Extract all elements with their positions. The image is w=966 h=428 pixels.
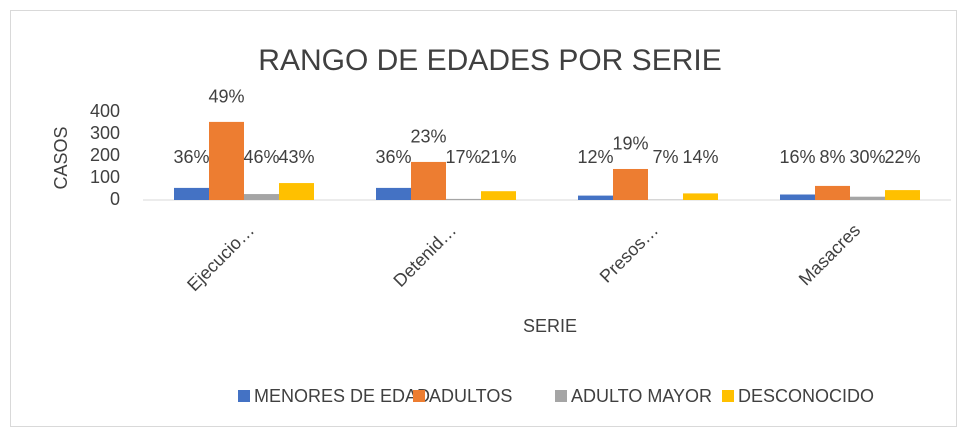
y-tick-label: 0 [110, 189, 120, 209]
bar [885, 190, 920, 200]
y-tick-label: 400 [90, 101, 120, 121]
legend-swatch [238, 390, 250, 402]
bar [411, 161, 446, 200]
data-label: 43% [278, 147, 314, 167]
data-label: 22% [884, 147, 920, 167]
data-label: 16% [779, 147, 815, 167]
data-label: 21% [480, 147, 516, 167]
y-tick-label: 200 [90, 145, 120, 165]
bar [279, 183, 314, 200]
bar [376, 187, 411, 200]
legend-label: MENORES DE EDAD [254, 386, 430, 406]
legend-label: ADULTO MAYOR [571, 386, 712, 406]
data-label: 23% [410, 127, 446, 147]
bar [613, 168, 648, 200]
legend-label: DESCONOCIDO [738, 386, 874, 406]
y-tick-label: 100 [90, 167, 120, 187]
data-label: 49% [208, 87, 244, 107]
bar [780, 194, 815, 200]
bar [174, 187, 209, 200]
data-label: 14% [682, 147, 718, 167]
data-label: 19% [612, 134, 648, 154]
legend-label: ADULTOS [429, 386, 512, 406]
legend-swatch [413, 390, 425, 402]
data-label: 46% [243, 147, 279, 167]
legend-swatch [555, 390, 567, 402]
x-axis-title: SERIE [523, 316, 577, 336]
y-axis-title: CASOS [51, 126, 71, 189]
data-label: 17% [445, 147, 481, 167]
chart-title: RANGO DE EDADES POR SERIE [258, 44, 721, 77]
bar [815, 185, 850, 200]
bar [481, 191, 516, 200]
bar [446, 198, 481, 200]
data-label: 36% [173, 147, 209, 167]
data-label: 30% [849, 147, 885, 167]
y-tick-label: 300 [90, 123, 120, 143]
data-label: 36% [375, 147, 411, 167]
data-label: 7% [652, 147, 678, 167]
legend-swatch [722, 390, 734, 402]
data-label: 12% [577, 147, 613, 167]
bar [578, 195, 613, 200]
chart-frame [10, 10, 957, 427]
data-label: 8% [819, 147, 845, 167]
bar [209, 121, 244, 200]
bar [683, 193, 718, 200]
bar [244, 194, 279, 200]
bar [850, 196, 885, 200]
